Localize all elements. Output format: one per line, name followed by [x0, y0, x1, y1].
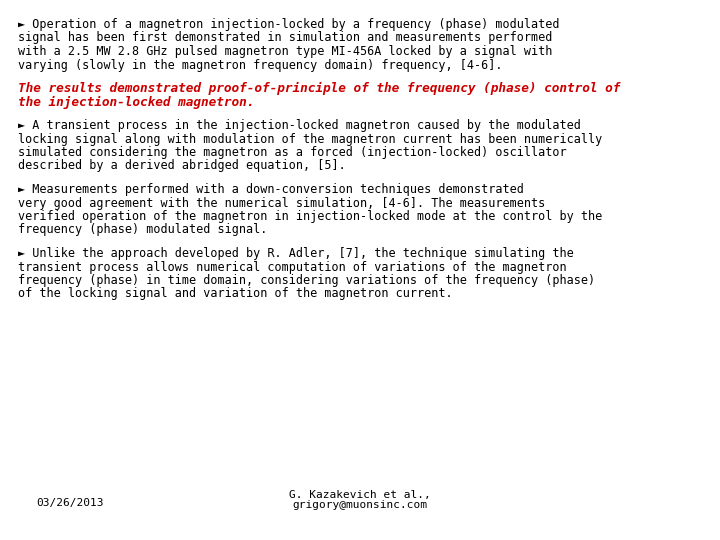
Text: with a 2.5 MW 2.8 GHz pulsed magnetron type MI-456A locked by a signal with: with a 2.5 MW 2.8 GHz pulsed magnetron t…: [18, 45, 552, 58]
Text: grigory@muonsinc.com: grigory@muonsinc.com: [292, 500, 428, 510]
Text: transient process allows numerical computation of variations of the magnetron: transient process allows numerical compu…: [18, 260, 567, 273]
Text: the injection-locked magnetron.: the injection-locked magnetron.: [18, 96, 254, 109]
Text: ► Unlike the approach developed by R. Adler, [7], the technique simulating the: ► Unlike the approach developed by R. Ad…: [18, 247, 574, 260]
Text: very good agreement with the numerical simulation, [4-6]. The measurements: very good agreement with the numerical s…: [18, 197, 545, 210]
Text: frequency (phase) modulated signal.: frequency (phase) modulated signal.: [18, 224, 267, 237]
Text: ► A transient process in the injection-locked magnetron caused by the modulated: ► A transient process in the injection-l…: [18, 119, 581, 132]
Text: 03/26/2013: 03/26/2013: [36, 498, 104, 508]
Text: signal has been first demonstrated in simulation and measurements performed: signal has been first demonstrated in si…: [18, 31, 552, 44]
Text: frequency (phase) in time domain, considering variations of the frequency (phase: frequency (phase) in time domain, consid…: [18, 274, 595, 287]
Text: The results demonstrated proof-of-principle of the frequency (phase) control of: The results demonstrated proof-of-princi…: [18, 82, 621, 95]
Text: of the locking signal and variation of the magnetron current.: of the locking signal and variation of t…: [18, 287, 453, 300]
Text: ► Measurements performed with a down-conversion techniques demonstrated: ► Measurements performed with a down-con…: [18, 183, 524, 196]
Text: simulated considering the magnetron as a forced (injection-locked) oscillator: simulated considering the magnetron as a…: [18, 146, 567, 159]
Text: varying (slowly in the magnetron frequency domain) frequency, [4-6].: varying (slowly in the magnetron frequen…: [18, 58, 503, 71]
Text: G. Kazakevich et al.,: G. Kazakevich et al.,: [289, 490, 431, 500]
Text: ► Operation of a magnetron injection-locked by a frequency (phase) modulated: ► Operation of a magnetron injection-loc…: [18, 18, 559, 31]
Text: described by a derived abridged equation, [5].: described by a derived abridged equation…: [18, 159, 346, 172]
Text: locking signal along with modulation of the magnetron current has been numerical: locking signal along with modulation of …: [18, 132, 602, 145]
Text: verified operation of the magnetron in injection-locked mode at the control by t: verified operation of the magnetron in i…: [18, 210, 602, 223]
